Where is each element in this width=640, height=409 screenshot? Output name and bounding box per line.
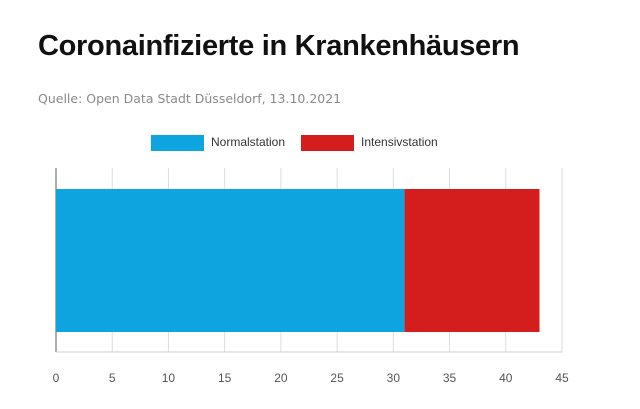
chart-title: Coronainfizierte in Krankenhäusern [38,30,520,62]
x-tick-label: 45 [555,371,569,385]
x-tick-label: 10 [162,371,176,385]
x-tick-label: 25 [330,371,344,385]
bar-normalstation[interactable] [56,189,405,332]
chart-legend: Normalstation Intensivstation [0,134,640,152]
bar-intensivstation[interactable] [404,189,540,332]
legend-swatch-intensivstation [301,135,354,151]
x-tick-label: 35 [443,371,457,385]
legend-swatch-normalstation [151,135,204,151]
x-tick-label: 20 [274,371,288,385]
legend-label-normalstation: Normalstation [211,135,286,149]
bars [56,189,540,332]
x-axis: 0 5 10 15 20 25 30 35 40 45 [53,351,569,385]
x-tick-label: 0 [53,371,60,385]
chart-source: Quelle: Open Data Stadt Düsseldorf, 13.1… [38,91,342,106]
legend-label-intensivstation: Intensivstation [361,135,438,149]
x-tick-label: 5 [109,371,116,385]
x-tick-label: 15 [218,371,232,385]
x-tick-label: 30 [387,371,401,385]
x-tick-label: 40 [499,371,513,385]
